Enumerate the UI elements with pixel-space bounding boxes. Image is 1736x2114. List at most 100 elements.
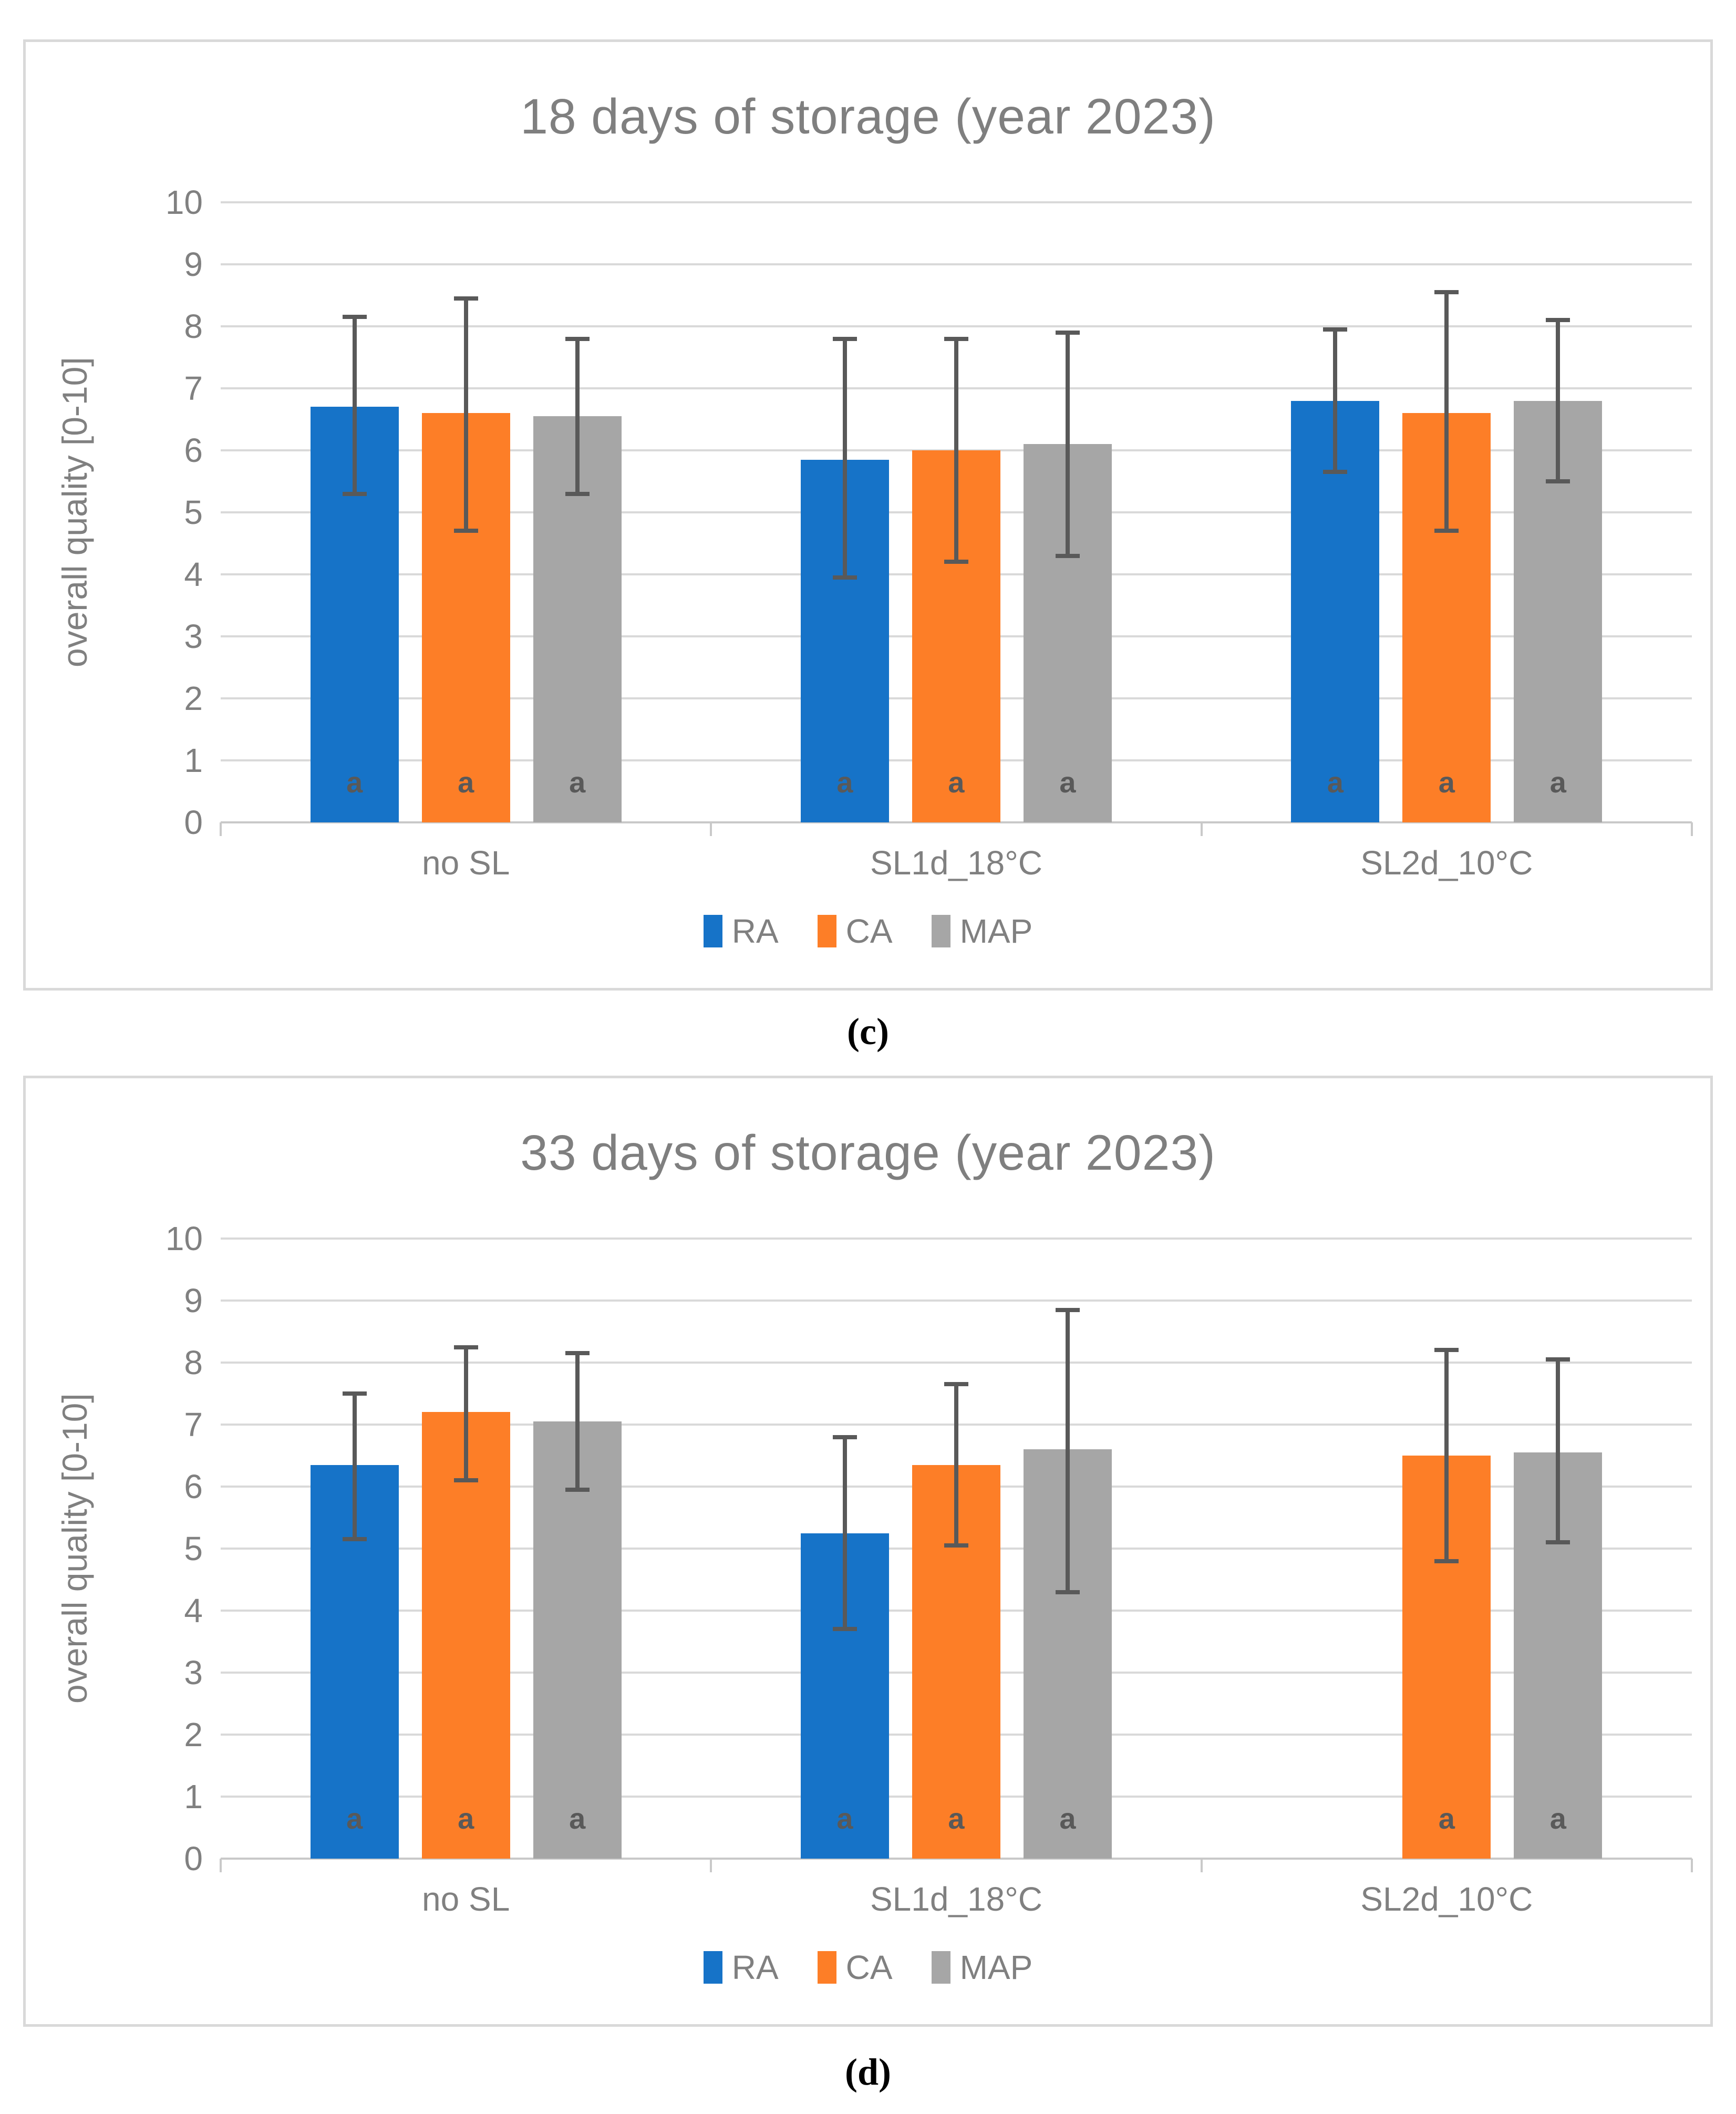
gridline-9 (221, 1300, 1692, 1302)
chart-panel-18-days: 18 days of storage (year 2023) overall q… (23, 39, 1713, 991)
error-bar-line (954, 1384, 958, 1546)
error-bar-cap-bottom (1434, 529, 1459, 533)
error-bar-cap-bottom (565, 491, 590, 496)
significance-letter: a (569, 1802, 586, 1835)
error-bar-cap-bottom (565, 1487, 590, 1492)
x-category-label-sl1d-18-c: SL1d_18°C (870, 1880, 1043, 1918)
y-axis-title: overall quality [0-10] (55, 1393, 94, 1704)
x-axis-tick-0 (220, 822, 222, 836)
error-bar-line (843, 338, 847, 578)
error-bar-cap-top (1434, 1348, 1459, 1353)
error-bar-cap-top (944, 1382, 968, 1387)
error-bar-cap-bottom (944, 560, 968, 564)
legend-label-ca: CA (845, 1948, 893, 1986)
legend-label-map: MAP (959, 1948, 1033, 1986)
y-tick-label-5: 5 (184, 493, 203, 531)
error-bar-cap-top (1434, 290, 1459, 295)
significance-letter: a (458, 1802, 474, 1835)
y-tick-label-6: 6 (184, 431, 203, 469)
x-axis-tick-1 (710, 1859, 712, 1872)
x-category-label-sl2d-10-c: SL2d_10°C (1360, 844, 1533, 882)
y-tick-label-4: 4 (184, 555, 203, 593)
significance-letter: a (1549, 1802, 1566, 1835)
error-bar-cap-top (565, 1351, 590, 1356)
error-bar-cap-bottom (833, 1627, 857, 1632)
error-bar-line (463, 1347, 468, 1481)
gridline-10 (221, 201, 1692, 203)
legend-marker-ca (817, 1951, 836, 1984)
bar-ca-no-sl: a (421, 1412, 510, 1859)
significance-letter: a (1327, 766, 1344, 799)
y-tick-label-2: 2 (184, 1716, 203, 1754)
error-bar-line (575, 338, 580, 494)
legend-marker-map (931, 915, 950, 947)
error-bar-cap-top (1323, 327, 1348, 332)
y-tick-label-7: 7 (184, 369, 203, 407)
error-bar-line (1444, 292, 1449, 531)
legend-item-ca: CA (817, 1948, 893, 1987)
legend: RA CA MAP (26, 912, 1710, 951)
gridline-8 (221, 325, 1692, 327)
y-tick-label-9: 9 (184, 1282, 203, 1319)
x-category-label-sl1d-18-c: SL1d_18°C (870, 844, 1043, 882)
y-tick-label-4: 4 (184, 1592, 203, 1630)
x-axis-tick-2 (1200, 822, 1203, 836)
caption-c: (c) (847, 1010, 889, 1053)
gridline-0 (221, 1858, 1692, 1860)
legend-label-ra: RA (731, 1948, 779, 1986)
error-bar-cap-bottom (833, 575, 857, 580)
significance-letter: a (346, 1802, 363, 1835)
legend-label-ra: RA (731, 912, 779, 950)
y-tick-label-10: 10 (165, 1220, 203, 1257)
y-tick-label-6: 6 (184, 1468, 203, 1505)
error-bar-cap-top (565, 336, 590, 341)
significance-letter: a (458, 766, 474, 799)
error-bar-cap-bottom (1323, 470, 1348, 475)
error-bar-cap-top (833, 1435, 857, 1439)
legend-label-ca: CA (845, 912, 893, 950)
error-bar-line (352, 317, 357, 494)
x-category-label-no-sl: no SL (422, 844, 510, 882)
error-bar-cap-bottom (1546, 479, 1570, 483)
y-tick-label-7: 7 (184, 1406, 203, 1443)
error-bar-cap-top (453, 1345, 478, 1349)
significance-letter: a (948, 1802, 965, 1835)
y-tick-label-9: 9 (184, 245, 203, 283)
legend-item-ra: RA (703, 912, 779, 951)
error-bar-line (1333, 329, 1338, 472)
error-bar-cap-top (342, 1391, 367, 1396)
y-tick-label-8: 8 (184, 307, 203, 345)
y-tick-label-2: 2 (184, 679, 203, 717)
y-tick-label-1: 1 (184, 1778, 203, 1816)
error-bar-cap-bottom (342, 1537, 367, 1542)
x-axis-tick-3 (1691, 1859, 1693, 1872)
error-bar-cap-bottom (1056, 1590, 1080, 1594)
legend-item-map: MAP (931, 912, 1033, 951)
x-axis-tick-0 (220, 1859, 222, 1872)
error-bar-cap-bottom (1546, 1540, 1570, 1545)
legend-label-map: MAP (959, 912, 1033, 950)
significance-letter: a (836, 1802, 853, 1835)
significance-letter: a (1438, 1802, 1455, 1835)
caption-d: (d) (845, 2051, 891, 2093)
x-category-label-no-sl: no SL (422, 1880, 510, 1918)
plot-area: 0 1 2 3 4 5 6 7 8 9 10 a a a a a a a a (166, 1222, 1693, 1875)
significance-letter: a (948, 766, 965, 799)
chart-title: 18 days of storage (year 2023) (520, 89, 1216, 145)
significance-letter: a (836, 766, 853, 799)
x-axis-labels: no SL SL1d_18°C SL2d_10°C (221, 843, 1692, 882)
bar-map-no-sl: a (533, 1421, 622, 1859)
significance-letter: a (1059, 766, 1076, 799)
error-bar-cap-top (1546, 1357, 1570, 1362)
y-tick-label-10: 10 (165, 183, 203, 221)
error-bar-line (1556, 1359, 1561, 1543)
legend: RA CA MAP (26, 1948, 1710, 1987)
gridline-10 (221, 1238, 1692, 1240)
y-tick-label-0: 0 (184, 803, 203, 841)
legend-marker-ra (703, 915, 722, 947)
y-axis-title: overall quality [0-10] (55, 357, 94, 668)
chart-panel-33-days: 33 days of storage (year 2023) overall q… (23, 1076, 1713, 2027)
error-bar-cap-bottom (453, 529, 478, 533)
error-bar-cap-top (453, 296, 478, 301)
